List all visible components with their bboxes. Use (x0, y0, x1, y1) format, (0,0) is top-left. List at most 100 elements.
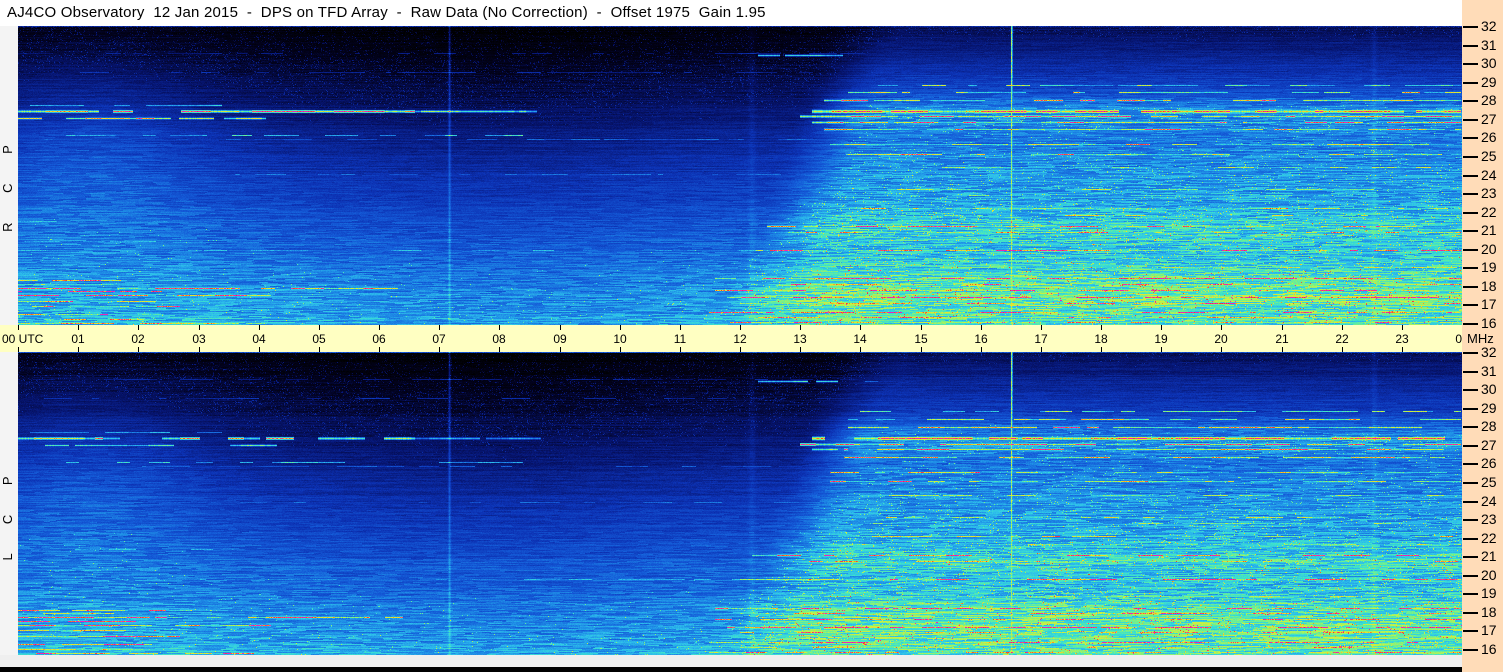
time-tick (1221, 347, 1222, 352)
frequency-label: 26 (1481, 455, 1497, 471)
frequency-label: 24 (1481, 167, 1497, 183)
time-tick (1041, 347, 1042, 352)
time-tick (860, 325, 861, 330)
time-tick (1221, 325, 1222, 330)
rcp-spectrogram (18, 26, 1462, 325)
time-label: 21 (1275, 332, 1289, 346)
time-tick (1101, 325, 1102, 330)
frequency-tick (1463, 100, 1478, 102)
frequency-tick (1463, 519, 1478, 521)
time-label: 07 (432, 332, 446, 346)
time-tick (860, 347, 861, 352)
frequency-label: 20 (1481, 567, 1497, 583)
frequency-label: 23 (1481, 185, 1497, 201)
frequency-label: 20 (1481, 241, 1497, 257)
time-tick (319, 325, 320, 330)
frequency-label: 29 (1481, 400, 1497, 416)
time-tick (740, 325, 741, 330)
frequency-tick (1463, 556, 1478, 558)
frequency-tick (1463, 463, 1478, 465)
frequency-label: 26 (1481, 129, 1497, 145)
frequency-tick (1463, 371, 1478, 373)
frequency-tick (1463, 175, 1478, 177)
frequency-tick (1463, 482, 1478, 484)
time-tick (560, 347, 561, 352)
rcp-polarization-label: R C P (0, 132, 15, 232)
time-tick (1041, 325, 1042, 330)
time-tick (680, 347, 681, 352)
lcp-polarization-label: L C P (0, 463, 15, 561)
time-label: 19 (1154, 332, 1168, 346)
frequency-label: 22 (1481, 530, 1497, 546)
frequency-tick (1463, 389, 1478, 391)
frequency-tick (1463, 156, 1478, 158)
frequency-tick (1463, 212, 1478, 214)
time-label: 11 (673, 332, 687, 346)
frequency-label: 27 (1481, 111, 1497, 127)
frequency-label: 18 (1481, 278, 1497, 294)
time-label: 09 (553, 332, 567, 346)
frequency-tick (1463, 593, 1478, 595)
frequency-tick (1463, 249, 1478, 251)
frequency-label: 32 (1481, 344, 1497, 360)
time-tick (1161, 347, 1162, 352)
frequency-label: 22 (1481, 204, 1497, 220)
time-tick (18, 347, 19, 352)
frequency-tick (1463, 538, 1478, 540)
time-tick (740, 347, 741, 352)
time-tick (199, 347, 200, 352)
frequency-label: 19 (1481, 259, 1497, 275)
time-label: 06 (372, 332, 386, 346)
frequency-tick (1463, 230, 1478, 232)
time-tick (259, 325, 260, 330)
time-label: 16 (974, 332, 988, 346)
time-tick (1402, 325, 1403, 330)
time-label: 00 UTC (2, 332, 44, 346)
time-tick (78, 325, 79, 330)
time-tick (921, 325, 922, 330)
time-label: 05 (312, 332, 326, 346)
time-label: 22 (1335, 332, 1349, 346)
frequency-label: 24 (1481, 493, 1497, 509)
frequency-label: 31 (1481, 363, 1497, 379)
time-tick (18, 325, 19, 330)
frequency-label: 27 (1481, 437, 1497, 453)
frequency-tick (1463, 267, 1478, 269)
time-tick (138, 325, 139, 330)
frequency-tick (1463, 649, 1478, 651)
time-tick (921, 347, 922, 352)
time-label: 20 (1214, 332, 1228, 346)
frequency-tick (1463, 286, 1478, 288)
time-label: 14 (853, 332, 867, 346)
frequency-tick (1463, 575, 1478, 577)
frequency-tick (1463, 82, 1478, 84)
frequency-label: 25 (1481, 148, 1497, 164)
time-tick (499, 325, 500, 330)
frequency-label: 21 (1481, 222, 1497, 238)
time-label: 17 (1034, 332, 1048, 346)
frequency-axis: 32 31 30 29 28 27 26 25 24 23 22 21 20 19 18 17 16 32 31 30… (1462, 0, 1503, 672)
time-tick (620, 347, 621, 352)
frequency-label: 32 (1481, 18, 1497, 34)
lcp-spectrogram (18, 352, 1462, 655)
time-tick (199, 325, 200, 330)
frequency-label: 19 (1481, 585, 1497, 601)
time-tick (1282, 347, 1283, 352)
time-tick (499, 347, 500, 352)
time-label: 01 (71, 332, 85, 346)
frequency-tick (1463, 137, 1478, 139)
time-tick (138, 347, 139, 352)
time-tick (1402, 347, 1403, 352)
time-tick (1282, 325, 1283, 330)
time-tick (680, 325, 681, 330)
frequency-tick (1463, 63, 1478, 65)
time-tick (981, 347, 982, 352)
time-tick (1342, 325, 1343, 330)
time-label: 18 (1094, 332, 1108, 346)
time-tick (439, 325, 440, 330)
frequency-unit-label: MHz (1467, 331, 1494, 346)
frequency-tick (1463, 323, 1478, 325)
time-label: 10 (613, 332, 627, 346)
time-tick (1101, 347, 1102, 352)
